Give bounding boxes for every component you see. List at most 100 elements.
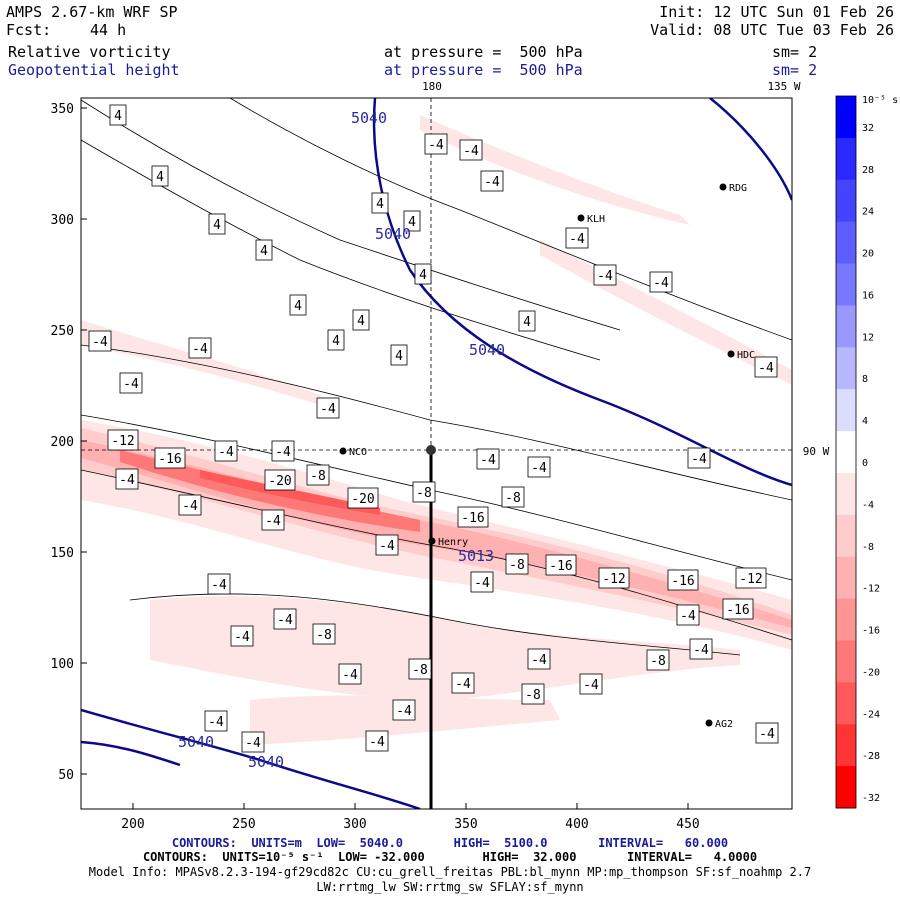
svg-text:RDG: RDG bbox=[729, 183, 747, 194]
vorticity-contour-label: -8 bbox=[521, 683, 545, 705]
svg-text:-8: -8 bbox=[505, 491, 521, 506]
vorticity-contour-label: -4 bbox=[755, 722, 779, 744]
vorticity-contour-label: -4 bbox=[754, 356, 778, 378]
svg-text:4: 4 bbox=[114, 109, 122, 124]
colorbar-tick-label: -20 bbox=[862, 667, 880, 678]
svg-text:4: 4 bbox=[357, 314, 365, 329]
colorbar-tick-label: 28 bbox=[862, 165, 874, 176]
vorticity-contour-label: -8 bbox=[646, 649, 670, 671]
vorticity-contour-label: 4 bbox=[289, 294, 307, 316]
height-contour bbox=[709, 98, 792, 201]
colorbar-swatch bbox=[836, 514, 856, 558]
colorbar-tick-label: 24 bbox=[862, 207, 874, 218]
svg-text:4: 4 bbox=[332, 334, 340, 349]
vorticity-contour-label: -20 bbox=[347, 487, 379, 509]
vorticity-contour-label: -8 bbox=[412, 481, 436, 503]
footer-vorticity-contours: CONTOURS: UNITS=10⁻⁵ s⁻¹ LOW= -32.000 HI… bbox=[142, 850, 758, 864]
svg-text:-16: -16 bbox=[726, 603, 749, 618]
svg-text:4: 4 bbox=[156, 170, 164, 185]
colorbar-tick-label: 32 bbox=[862, 123, 874, 134]
svg-text:-4: -4 bbox=[428, 138, 444, 153]
plot-frame bbox=[80, 97, 793, 810]
svg-text:-4: -4 bbox=[234, 630, 250, 645]
svg-text:-4: -4 bbox=[531, 461, 547, 476]
vorticity-contour-label: 4 bbox=[151, 165, 169, 187]
height-contour-label: 5040 bbox=[351, 109, 387, 127]
svg-text:4: 4 bbox=[419, 268, 427, 283]
y-tick-label: 100 bbox=[51, 657, 74, 672]
lon-135w-label: 135 W bbox=[767, 80, 800, 93]
svg-text:-4: -4 bbox=[758, 361, 774, 376]
station-marker: HDC bbox=[727, 350, 755, 361]
svg-text:-4: -4 bbox=[218, 445, 234, 460]
vorticity-contour-label: -12 bbox=[735, 567, 767, 589]
svg-text:-4: -4 bbox=[691, 452, 707, 467]
contour-line bbox=[129, 593, 741, 656]
vorticity-contour-label: 4 bbox=[255, 239, 273, 261]
svg-text:-4: -4 bbox=[759, 727, 775, 742]
vorticity-contour-label: -4 bbox=[214, 440, 238, 462]
model-title: AMPS 2.67-km WRF SP bbox=[6, 3, 178, 21]
contour-line bbox=[81, 99, 621, 331]
colorbar-swatch bbox=[836, 598, 856, 641]
vorticity-contour-label: -4 bbox=[593, 264, 617, 286]
svg-text:-4: -4 bbox=[192, 342, 208, 357]
svg-text:-4: -4 bbox=[119, 473, 135, 488]
vorticity-band-north bbox=[81, 320, 320, 405]
height-contour bbox=[81, 708, 421, 809]
svg-text:-4: -4 bbox=[583, 678, 599, 693]
height-contour bbox=[81, 740, 181, 767]
svg-text:4: 4 bbox=[523, 315, 531, 330]
svg-text:-4: -4 bbox=[463, 144, 479, 159]
footer-model-info: Model Info: MPASv8.2.3-194-gf29cd82c CU:… bbox=[88, 865, 812, 879]
x-tick-label: 250 bbox=[232, 817, 255, 832]
vorticity-contour-label: -12 bbox=[107, 429, 139, 451]
colorbar-unit: 10⁻⁵ s⁻¹ bbox=[862, 95, 900, 106]
field2-level: at pressure = 500 hPa bbox=[384, 61, 583, 79]
colorbar-swatch bbox=[836, 96, 856, 139]
field1-smoothing: sm= 2 bbox=[772, 43, 818, 61]
station-marker: Henry bbox=[428, 537, 468, 548]
svg-text:-4: -4 bbox=[396, 704, 412, 719]
svg-text:-16: -16 bbox=[158, 452, 181, 467]
vorticity-contour-label: -4 bbox=[115, 468, 139, 490]
vorticity-contour-label: -4 bbox=[470, 571, 494, 593]
height-contour-label: 5040 bbox=[248, 753, 284, 771]
svg-text:-8: -8 bbox=[416, 486, 432, 501]
colorbar-tick-label: 16 bbox=[862, 290, 874, 301]
lon-180-label: 180 bbox=[422, 80, 442, 93]
field1-name: Relative vorticity bbox=[8, 43, 171, 61]
svg-text:4: 4 bbox=[376, 197, 384, 212]
y-tick-label: 50 bbox=[58, 768, 74, 783]
colorbar-swatch bbox=[836, 431, 856, 474]
vorticity-contour-label: -4 bbox=[687, 447, 711, 469]
vorticity-contour-label: -16 bbox=[722, 598, 754, 620]
colorbar-swatch bbox=[836, 179, 856, 223]
svg-text:-4: -4 bbox=[569, 232, 585, 247]
colorbar-tick-label: 20 bbox=[862, 249, 874, 260]
vorticity-core-inner bbox=[200, 470, 380, 515]
vorticity-contour-label: -4 bbox=[230, 625, 254, 647]
station-marker: AG2 bbox=[705, 719, 733, 730]
station-marker: NCO bbox=[339, 447, 367, 458]
vorticity-contour-label: -4 bbox=[241, 731, 265, 753]
svg-text:-16: -16 bbox=[461, 511, 484, 526]
vorticity-contour-label: -4 bbox=[365, 730, 389, 752]
y-tick-label: 150 bbox=[51, 546, 74, 561]
vorticity-contour-label: -16 bbox=[457, 506, 489, 528]
field2-name: Geopotential height bbox=[8, 61, 180, 79]
svg-text:-4: -4 bbox=[379, 539, 395, 554]
vorticity-contour-label: -16 bbox=[154, 447, 186, 469]
vorticity-contour-label: 4 bbox=[518, 310, 536, 332]
vorticity-contour-label: -4 bbox=[424, 133, 448, 155]
colorbar-tick-label: 8 bbox=[862, 374, 868, 385]
colorbar-swatch bbox=[836, 305, 856, 348]
vorticity-contour-label: -8 bbox=[312, 623, 336, 645]
svg-text:KLH: KLH bbox=[587, 214, 605, 225]
y-tick-label: 200 bbox=[51, 435, 74, 450]
vorticity-contour-label: -8 bbox=[505, 553, 529, 575]
svg-text:-4: -4 bbox=[245, 736, 261, 751]
svg-text:-4: -4 bbox=[320, 402, 336, 417]
svg-text:-4: -4 bbox=[208, 715, 224, 730]
vorticity-contour-label: 4 bbox=[352, 309, 370, 331]
